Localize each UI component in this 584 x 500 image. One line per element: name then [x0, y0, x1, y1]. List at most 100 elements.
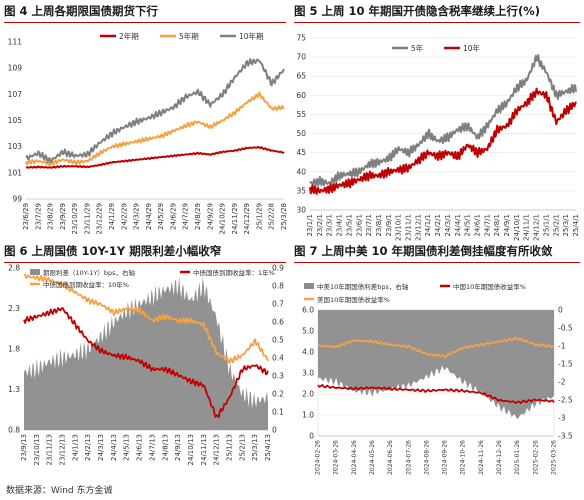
- fig5-xtick-label: 23/12/1: [414, 214, 422, 241]
- fig6-ytick-right-label: 0.3: [272, 372, 284, 381]
- fig7-ytick-right-label: -3: [558, 414, 566, 423]
- fig4-ytick-label: 99: [12, 195, 22, 204]
- fig7-xtick-label: 2024-04-26: [351, 440, 358, 475]
- fig7-xtick-label: 2024-02-26: [315, 440, 322, 475]
- fig6-ytick-label: 2.3: [8, 304, 20, 313]
- fig4-xtick-label: 23/6/29: [22, 203, 30, 230]
- fig4-ytick-label: 107: [8, 90, 23, 99]
- fig5-xtick-label: 23/1/1: [306, 214, 314, 237]
- fig5-ytick-label: 30: [296, 206, 306, 215]
- fig6-ytick-right-label: 0.7: [272, 300, 284, 309]
- fig7-ytick-right-label: -2.5: [558, 396, 573, 405]
- fig5-xtick-label: 23/10/1: [395, 214, 403, 241]
- fig4-xtick-label: 24/2/29: [120, 203, 128, 230]
- fig4-xtick-label: 23/10/29: [71, 203, 79, 234]
- fig7-legend-label: 中国10年期国债收益率%: [453, 282, 526, 291]
- fig7-xtick-label: 2024-08-26: [423, 440, 430, 475]
- fig6-xtick-label: 25/1/13: [225, 434, 233, 461]
- fig6-xtick-label: 25/3/13: [251, 434, 259, 461]
- fig4-xtick-label: 23/11/29: [83, 203, 91, 234]
- fig4-xtick-label: 23/7/29: [34, 203, 42, 230]
- fig6-xtick-label: 23/12/13: [59, 434, 67, 465]
- fig5-xtick-label: 23/6/1: [355, 214, 363, 237]
- fig5-xtick-label: 23/4/1: [336, 214, 344, 237]
- fig7-ytick-right-label: -3.5: [558, 432, 573, 441]
- fig5-ytick-label: 55: [296, 110, 306, 119]
- fig4-xtick-label: 24/8/29: [194, 203, 202, 230]
- fig6-xtick-label: 23/10/13: [33, 434, 41, 465]
- fig7-title-rule: [294, 262, 580, 263]
- fig5-ytick-label: 75: [296, 34, 306, 43]
- fig6-xtick-label: 24/5/13: [123, 434, 131, 461]
- fig5-ytick-label: 35: [296, 186, 306, 195]
- fig4-legend-label: 5年期: [179, 31, 199, 41]
- fig5-ytick-label: 50: [296, 129, 306, 138]
- fig7-legend-label: 美国10年期国债收益率%: [317, 295, 390, 304]
- fig6-ytick-right-label: 0.6: [272, 318, 284, 327]
- fig7-ytick-label: 1.0: [302, 411, 314, 420]
- fig6-xtick-label: 24/11/13: [200, 434, 208, 465]
- fig5-xtick-label: 24/10/1: [513, 214, 521, 241]
- fig6-legend-label: 中债国债到期收益率：10年%: [43, 280, 129, 289]
- fig4-ytick-label: 101: [8, 168, 23, 177]
- fig6-xtick-label: 24/8/13: [161, 434, 169, 461]
- fig4-xtick-label: 25/2/28: [268, 203, 276, 230]
- fig4-xtick-label: 24/7/29: [182, 203, 190, 230]
- fig5-ytick-label: 45: [296, 148, 306, 157]
- fig6-title-rule: [4, 262, 286, 263]
- fig6-legend-label: 期限利差（10Y-1Y）bps，右轴: [43, 268, 136, 277]
- fig5-xtick-label: 23/5/1: [345, 214, 353, 237]
- fig5-xtick-label: 25/2/1: [552, 214, 560, 237]
- fig6-xtick-label: 25/2/13: [238, 434, 246, 461]
- fig5-title: 图 5 上周 10 年期国开债隐含税率继续上行(%): [294, 4, 541, 18]
- fig4-legend-label: 2年期: [119, 31, 139, 41]
- data-source-note: 数据来源：Wind 东方金诚: [6, 486, 113, 496]
- fig5-xtick-label: 24/8/1: [493, 214, 501, 237]
- fig6-xtick-label: 24/12/13: [213, 434, 221, 465]
- fig7-ytick-right-label: 0: [558, 306, 563, 315]
- fig7-xtick-label: 2024-10-26: [460, 440, 467, 475]
- fig4-title: 图 4 上周各期限国债期货下行: [4, 4, 159, 18]
- fig4-legend-label: 10年期: [239, 31, 264, 41]
- fig7-title: 图 7 上周中美 10 年期国债利差倒挂幅度有所收敛: [294, 244, 553, 258]
- fig6-xtick-label: 24/10/13: [187, 434, 195, 465]
- fig6-xtick-label: 25/4/13: [264, 434, 272, 461]
- fig5-series-0-line: [309, 54, 577, 187]
- fig5-xtick-label: 24/3/1: [444, 214, 452, 237]
- fig6-ytick-right-label: 0.2: [272, 390, 284, 399]
- fig7-xtick-label: 2024-11-26: [478, 440, 485, 475]
- fig4-xtick-label: 24/11/29: [231, 203, 239, 234]
- fig6-ytick-right-label: 0: [272, 426, 277, 435]
- fig4-xtick-label: 25/1/29: [255, 203, 263, 230]
- fig4-title-rule: [4, 22, 286, 23]
- fig5-xtick-label: 25/4/1: [572, 214, 580, 237]
- fig4-xtick-label: 24/1/29: [108, 203, 116, 230]
- fig7-xtick-label: 2024-06-26: [387, 440, 394, 475]
- fig7-ytick-right-label: -2: [558, 378, 566, 387]
- fig5-legend-label: 5年: [411, 43, 424, 53]
- fig4-xtick-label: 25/3/28: [280, 203, 288, 230]
- fig4-xtick-label: 24/4/29: [145, 203, 153, 230]
- fig5-xtick-label: 23/8/1: [375, 214, 383, 237]
- fig4-ytick-label: 111: [8, 38, 23, 47]
- fig7-xtick-label: 2025-02-26: [532, 440, 539, 475]
- fig7-xtick-label: 2025-03-26: [551, 440, 558, 475]
- fig5-xtick-label: 24/11/1: [523, 214, 531, 241]
- fig6-ytick-label: 0.8: [8, 426, 20, 435]
- fig6-ytick-right-label: 0.4: [272, 354, 284, 363]
- fig4-xtick-label: 24/3/29: [133, 203, 141, 230]
- fig6-ytick-label: 2.8: [8, 264, 20, 273]
- fig4-xtick-label: 24/6/29: [169, 203, 177, 230]
- fig5-xtick-label: 23/11/1: [405, 214, 413, 241]
- fig6-xtick-label: 24/4/13: [110, 434, 118, 461]
- fig4-xtick-label: 23/12/29: [96, 203, 104, 234]
- fig6-title: 图 6 上周国债 10Y-1Y 期限利差小幅收窄: [4, 244, 222, 258]
- fig6-series-1-line: [23, 307, 269, 419]
- fig7-xtick-label: 2024-07-26: [405, 440, 412, 475]
- fig6-legend-swatch: [30, 269, 40, 275]
- fig7-legend-label: 中美10年期国债利差bps，右轴: [317, 282, 409, 291]
- fig5-ytick-label: 70: [296, 53, 306, 62]
- fig4-series-0-line: [25, 146, 285, 169]
- fig5-xtick-label: 23/9/1: [385, 214, 393, 237]
